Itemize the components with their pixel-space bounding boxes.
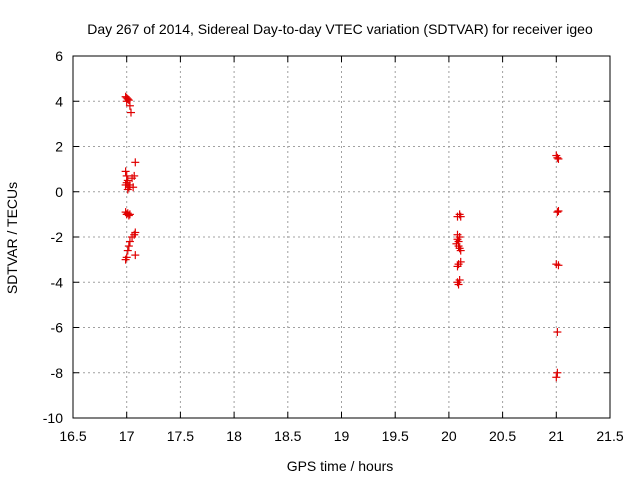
data-point xyxy=(456,257,465,266)
data-point xyxy=(455,275,464,284)
data-point xyxy=(123,185,132,194)
data-point xyxy=(125,101,134,110)
y-tick-label: 6 xyxy=(55,48,63,64)
data-point xyxy=(131,251,140,260)
y-tick-label: -6 xyxy=(51,320,64,336)
data-point xyxy=(125,237,134,246)
data-point xyxy=(130,171,139,180)
data-points xyxy=(121,92,563,382)
data-point xyxy=(123,246,132,255)
data-point xyxy=(554,154,563,163)
data-point xyxy=(131,228,140,237)
data-point xyxy=(553,208,562,217)
x-axis-label: GPS time / hours xyxy=(287,458,394,474)
data-point xyxy=(554,206,563,215)
plot-area-frame xyxy=(72,55,611,419)
data-point xyxy=(453,235,462,244)
data-point xyxy=(129,183,138,192)
x-tick-label: 19 xyxy=(334,428,350,444)
data-point xyxy=(125,210,134,219)
y-tick-label: -8 xyxy=(51,365,64,381)
data-point xyxy=(552,260,561,269)
data-point xyxy=(456,246,465,255)
y-tick-label: 2 xyxy=(55,139,63,155)
y-axis-label: SDTVAR / TECUs xyxy=(4,182,20,294)
data-point xyxy=(552,373,561,382)
data-point xyxy=(124,211,133,220)
y-tick-label: -10 xyxy=(43,410,63,426)
x-tick-label: 18.5 xyxy=(274,428,301,444)
y-tick-label: -4 xyxy=(51,274,64,290)
data-point xyxy=(453,262,462,271)
data-point xyxy=(131,158,140,167)
data-point xyxy=(122,97,131,106)
data-point xyxy=(454,280,463,289)
x-tick-label: 20.5 xyxy=(489,428,516,444)
data-point xyxy=(122,253,131,262)
data-point xyxy=(554,261,563,270)
data-point xyxy=(121,167,130,176)
axis-tick-labels: 16.5 17 17.5 18 18.5 19 19.5 20 20.5 21 21.5-10-8-… xyxy=(43,48,624,444)
data-point xyxy=(553,153,562,162)
x-tick-label: 21 xyxy=(549,428,565,444)
y-tick-label: -2 xyxy=(51,229,64,245)
x-tick-label: 18 xyxy=(226,428,242,444)
x-tick-label: 21.5 xyxy=(596,428,623,444)
x-tick-label: 16.5 xyxy=(59,428,86,444)
data-point xyxy=(124,242,133,251)
data-point xyxy=(126,108,135,117)
axis-ticks xyxy=(72,55,611,419)
y-tick-label: 4 xyxy=(55,93,63,109)
x-tick-label: 19.5 xyxy=(382,428,409,444)
x-tick-label: 17 xyxy=(119,428,135,444)
x-tick-label: 17.5 xyxy=(167,428,194,444)
grid-lines xyxy=(73,56,610,418)
data-point xyxy=(122,171,131,180)
data-point xyxy=(553,368,562,377)
y-tick-label: 0 xyxy=(55,184,63,200)
x-tick-label: 20 xyxy=(441,428,457,444)
chart-title: Day 267 of 2014, Sidereal Day-to-day VTE… xyxy=(87,21,593,37)
data-point xyxy=(553,328,562,337)
data-point xyxy=(456,212,465,221)
